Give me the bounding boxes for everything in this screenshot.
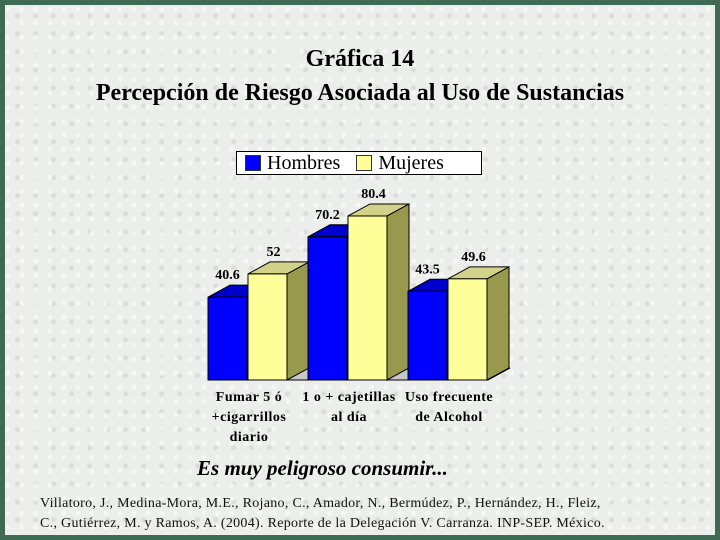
bar-hombres-1 xyxy=(307,236,348,381)
citation-line-2: C., Gutiérrez, M. y Ramos, A. (2004). Re… xyxy=(40,516,605,531)
citation: Villatoro, J., Medina-Mora, M.E., Rojano… xyxy=(40,494,700,534)
data-label-mujeres-0: 52 xyxy=(267,245,281,260)
data-label-hombres-0: 40.6 xyxy=(215,268,240,283)
category-label-line: +cigarrillos xyxy=(211,410,287,425)
data-label-mujeres-2: 49.6 xyxy=(461,250,486,265)
bar-hombres-0 xyxy=(207,296,248,381)
chart-subtitle: Percepción de Riesgo Asociada al Uso de … xyxy=(95,80,625,106)
legend-item-mujeres: Mujeres xyxy=(356,152,444,175)
bar-side-mujeres-1 xyxy=(386,203,410,381)
category-label-2: Uso frecuente de Alcohol xyxy=(394,388,504,428)
bar-side-mujeres-0 xyxy=(286,261,310,381)
legend: Hombres Mujeres xyxy=(236,151,482,175)
bar-mujeres-1 xyxy=(347,215,388,381)
data-label-mujeres-1: 80.4 xyxy=(361,187,386,202)
citation-line-1: Villatoro, J., Medina-Mora, M.E., Rojano… xyxy=(40,496,601,511)
bar-mujeres-0 xyxy=(247,273,288,381)
category-label-line: Uso frecuente xyxy=(404,390,494,405)
category-label-line: de Alcohol xyxy=(415,410,483,425)
category-label-line: 1 o + cajetillas xyxy=(302,390,396,405)
bar-hombres-2 xyxy=(407,290,448,381)
bar-mujeres-2 xyxy=(447,278,488,381)
category-label-1: 1 o + cajetillas al día xyxy=(294,388,404,428)
legend-label-mujeres: Mujeres xyxy=(378,151,444,174)
category-label-line: Fumar 5 ó xyxy=(215,390,283,405)
legend-swatch-hombres xyxy=(245,155,261,171)
data-label-hombres-1: 70.2 xyxy=(315,208,340,223)
category-label-line: diario xyxy=(229,430,269,445)
bar-side-mujeres-2 xyxy=(486,265,510,381)
tagline-text: Es muy peligroso consumir... xyxy=(197,456,448,480)
tagline: Es muy peligroso consumir... xyxy=(0,456,720,481)
legend-swatch-mujeres xyxy=(356,155,373,171)
category-label-line: al día xyxy=(330,410,368,425)
chart-title: Gráfica 14 xyxy=(305,46,415,72)
category-label-0: Fumar 5 ó +cigarrillos diario xyxy=(194,388,304,448)
legend-label-hombres: Hombres xyxy=(267,151,341,174)
data-label-hombres-2: 43.5 xyxy=(415,262,440,277)
legend-item-hombres: Hombres xyxy=(245,152,340,175)
